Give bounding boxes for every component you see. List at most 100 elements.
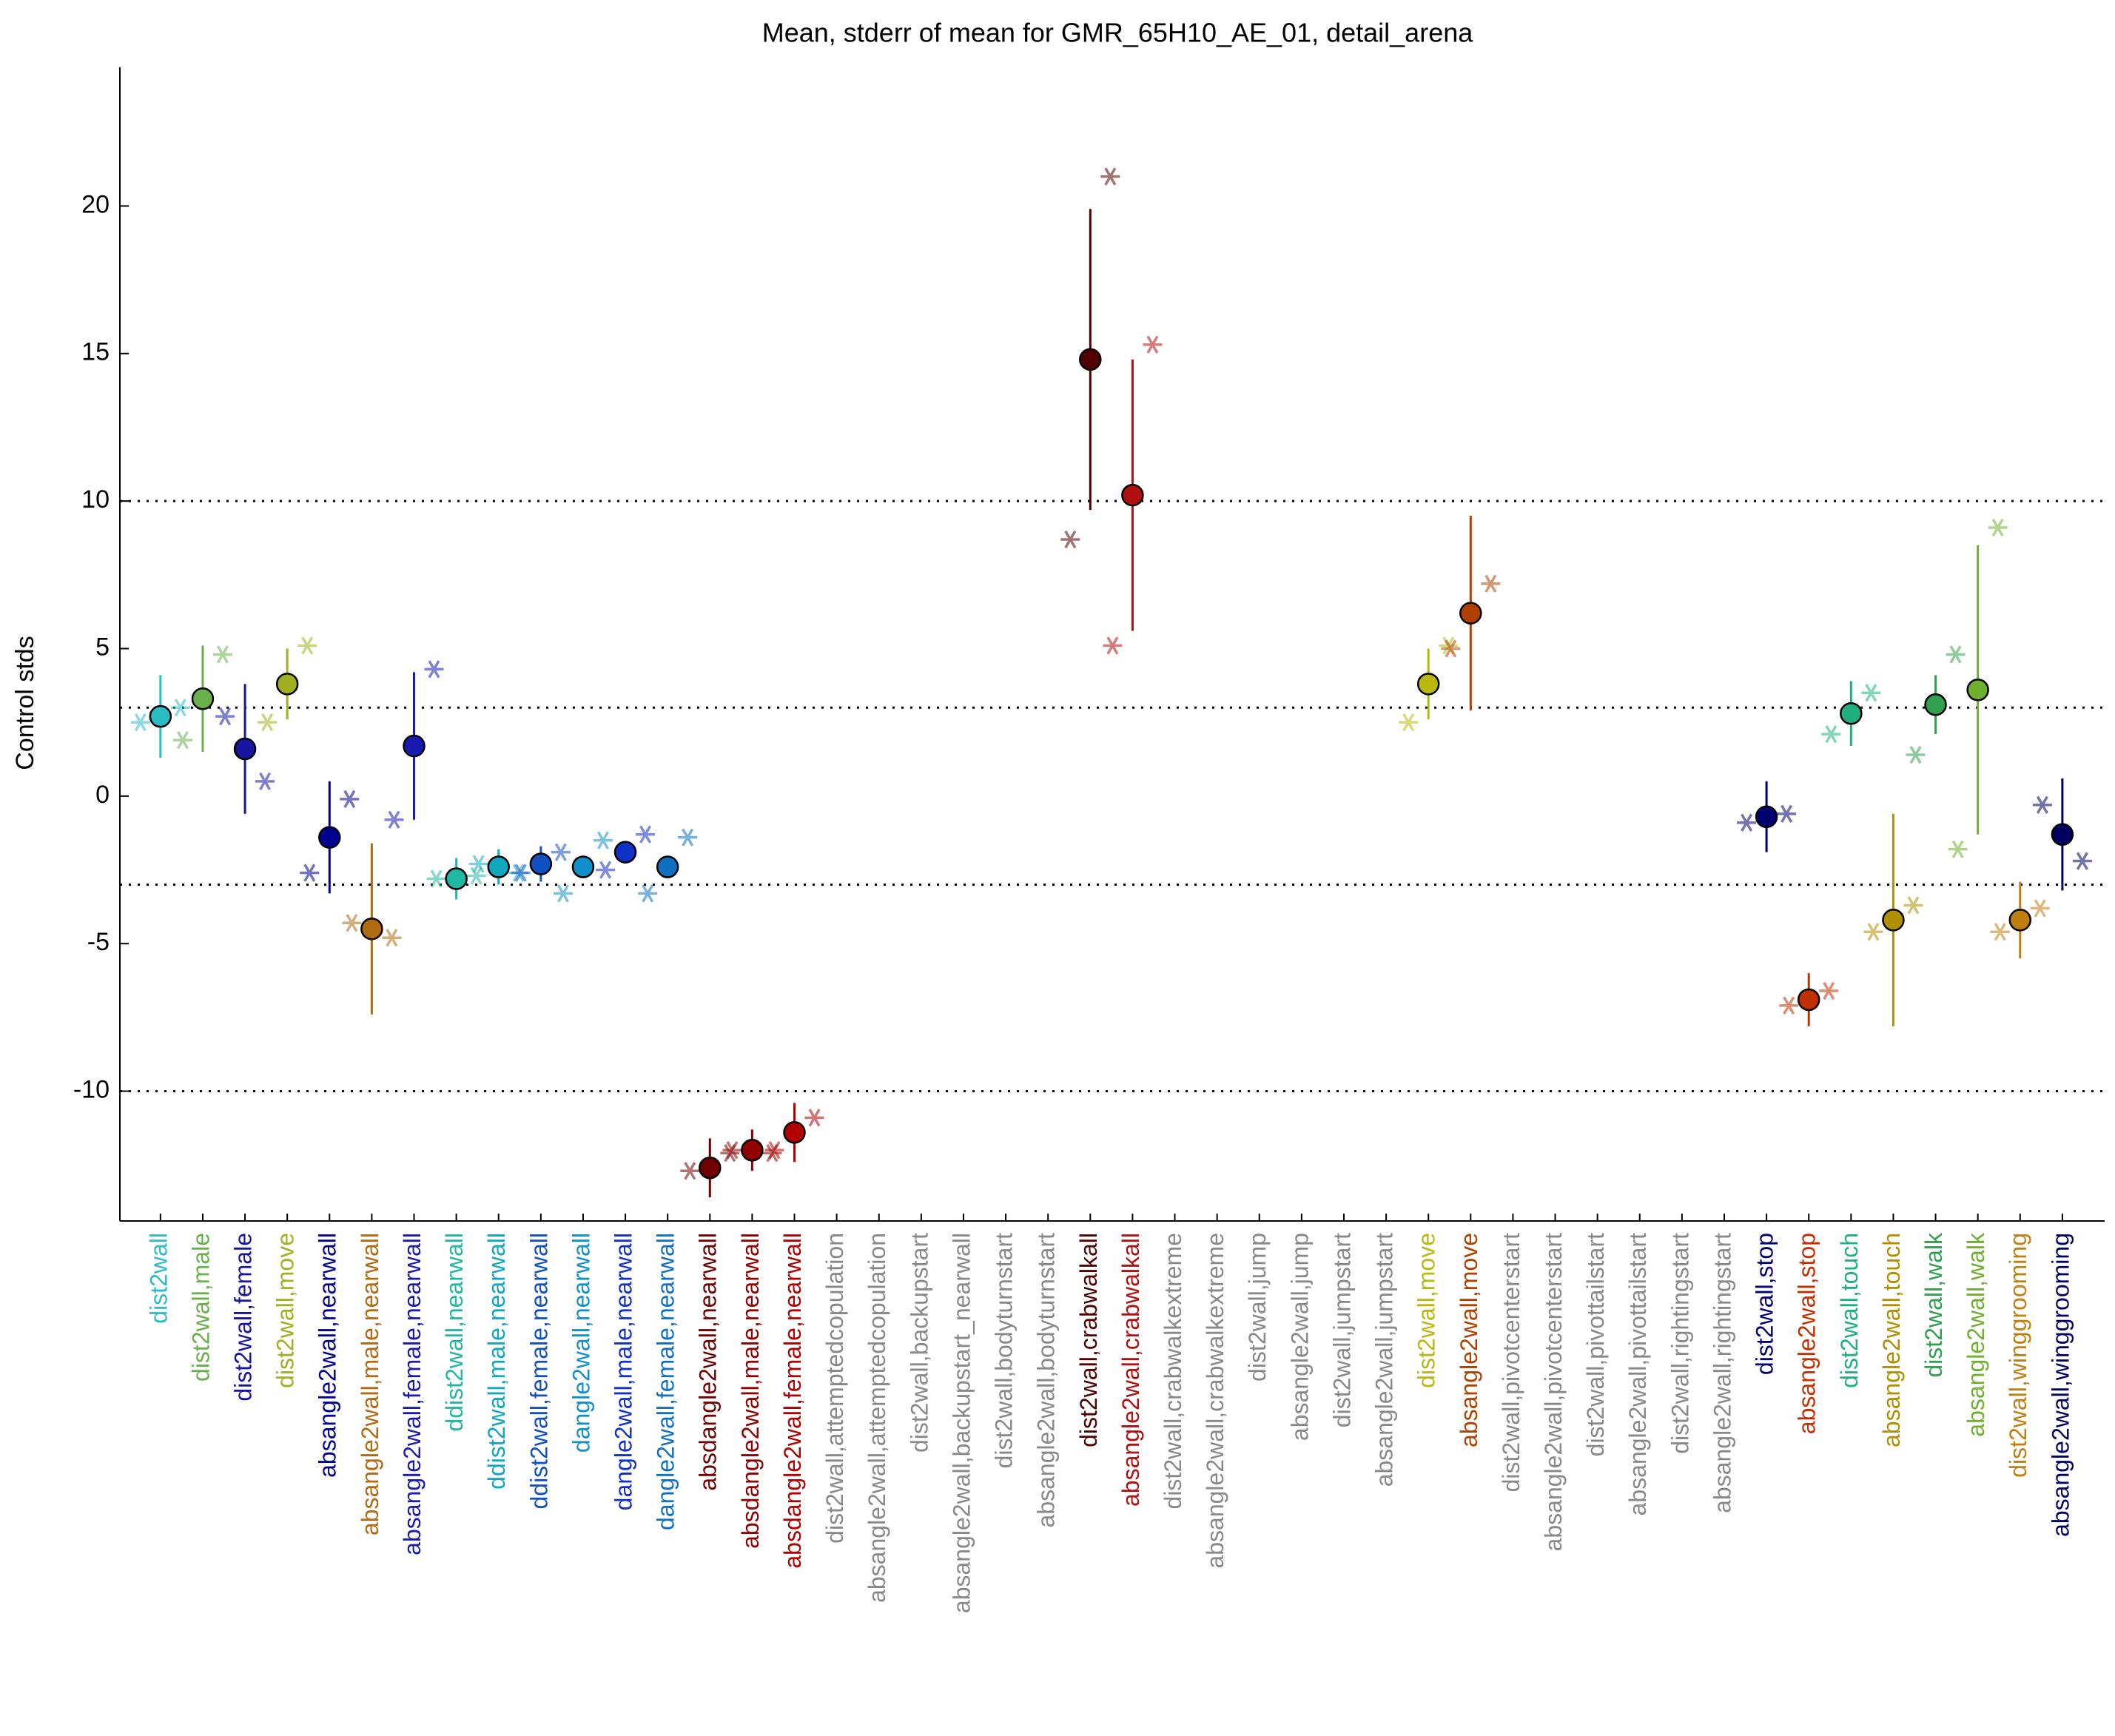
point-asterisk — [468, 855, 488, 873]
point-asterisk — [764, 1141, 784, 1160]
point-asterisk — [170, 699, 190, 717]
point-asterisk — [638, 884, 658, 903]
mean-marker — [318, 826, 341, 849]
x-tick-label: absangle2wall,winggrooming — [2047, 1233, 2074, 1537]
point-asterisk — [678, 828, 698, 847]
x-tick-label: dangle2wall,nearwall — [568, 1233, 594, 1453]
point-asterisk — [1946, 645, 1966, 664]
x-tick-label: dist2wall,jump — [1244, 1233, 1271, 1382]
x-tick-label: absangle2wall,move — [1456, 1233, 1482, 1447]
point-asterisk — [215, 707, 235, 726]
x-tick-label: dist2wall,move — [272, 1233, 299, 1388]
y-tick-label: 15 — [81, 338, 110, 366]
point-asterisk — [722, 1141, 742, 1160]
x-tick-label: absangle2wall,pivotcenterstart — [1540, 1233, 1567, 1552]
x-tick-label: dist2wall,move — [1413, 1233, 1440, 1388]
point-asterisk — [1737, 813, 1757, 832]
point-asterisk — [1399, 713, 1419, 732]
x-tick-label: dist2wall,stop — [1752, 1233, 1778, 1375]
mean-marker — [233, 737, 257, 761]
x-tick-label: absangle2wall,stop — [1794, 1233, 1820, 1434]
x-tick-label: dist2wall,rightingstart — [1667, 1233, 1693, 1454]
mean-marker — [360, 918, 383, 941]
x-tick-label: absangle2wall,walk — [1963, 1232, 1989, 1437]
point-asterisk — [130, 713, 150, 732]
point-asterisk — [1777, 804, 1797, 823]
mean-marker — [1797, 988, 1820, 1012]
point-asterisk — [593, 831, 613, 850]
x-tick-label: absangle2wall,jumpstart — [1371, 1233, 1398, 1487]
point-asterisk — [1103, 636, 1123, 655]
x-tick-label: dist2wall,touch — [1836, 1233, 1863, 1388]
y-tick-label: 10 — [81, 485, 110, 514]
x-tick-label: absdangle2wall,female,nearwall — [779, 1233, 806, 1569]
point-asterisk — [1060, 530, 1080, 549]
mean-marker — [1966, 679, 1989, 702]
x-tick-label: absangle2wall,rightingstart — [1709, 1233, 1735, 1513]
x-tick-label: absdangle2wall,nearwall — [695, 1233, 722, 1491]
x-tick-label: dist2wall,bodyturnstart — [991, 1233, 1018, 1468]
y-tick-label: 0 — [95, 781, 110, 809]
point-asterisk — [1821, 724, 1841, 744]
point-asterisk — [424, 660, 444, 679]
x-tick-label: dangle2wall,female,nearwall — [653, 1233, 679, 1530]
point-asterisk — [300, 864, 320, 882]
mean-marker — [149, 704, 172, 728]
mean-marker — [741, 1139, 764, 1162]
y-tick-label: 5 — [95, 633, 110, 661]
x-tick-label: ddist2wall,female,nearwall — [525, 1233, 552, 1510]
mean-marker — [1840, 702, 1863, 725]
mean-marker — [571, 855, 595, 878]
point-asterisk — [1779, 996, 1799, 1015]
mean-marker — [487, 855, 510, 878]
point-asterisk — [1143, 335, 1163, 354]
point-asterisk — [384, 810, 404, 829]
y-tick-label: -10 — [73, 1076, 110, 1104]
x-tick-label: absdangle2wall,male,nearwall — [737, 1233, 764, 1549]
mean-marker — [1416, 673, 1440, 696]
point-asterisk — [1481, 574, 1501, 593]
mean-marker — [1121, 483, 1144, 507]
x-tick-label: absangle2wall,attemptedcopulation — [864, 1233, 890, 1603]
point-asterisk — [258, 713, 278, 732]
mean-marker — [613, 841, 637, 864]
point-asterisk — [382, 929, 402, 947]
x-tick-label: absangle2wall,jump — [1286, 1233, 1313, 1441]
mean-marker — [529, 852, 553, 875]
x-tick-label: absangle2wall,backupstart_nearwall — [948, 1233, 975, 1613]
mean-marker — [403, 734, 426, 758]
x-tick-label: absangle2wall,crabwalkextreme — [1202, 1233, 1228, 1569]
point-asterisk — [1988, 518, 2008, 537]
mean-marker — [2008, 909, 2032, 932]
point-asterisk — [255, 772, 275, 791]
point-asterisk — [212, 645, 232, 664]
point-asterisk — [511, 864, 531, 882]
y-tick-label: 20 — [81, 190, 110, 218]
mean-marker — [191, 687, 215, 710]
point-asterisk — [426, 869, 446, 888]
y-tick-label: -5 — [87, 928, 110, 956]
point-asterisk — [636, 825, 656, 844]
point-asterisk — [1948, 840, 1968, 858]
x-tick-label: dist2wall,winggrooming — [2005, 1233, 2031, 1478]
x-tick-label: dist2wall,backupstart — [906, 1233, 932, 1453]
point-asterisk — [2032, 795, 2052, 814]
x-tick-label: dist2wall,female — [230, 1233, 257, 1402]
mean-marker — [783, 1121, 806, 1144]
chart-title: Mean, stderr of mean for GMR_65H10_AE_01… — [762, 18, 1474, 48]
x-tick-label: absangle2wall,touch — [1878, 1233, 1905, 1447]
mean-marker — [1459, 602, 1482, 625]
point-asterisk — [2030, 899, 2050, 918]
y-axis-label: Control stds — [11, 636, 39, 770]
x-tick-label: dist2wall,crabwalkextreme — [1160, 1233, 1186, 1509]
x-tick-label: absangle2wall,female,nearwall — [399, 1233, 426, 1555]
point-asterisk — [1990, 923, 2010, 941]
point-asterisk — [1100, 167, 1120, 186]
mean-marker — [699, 1156, 722, 1180]
x-tick-label: absangle2wall,bodyturnstart — [1033, 1233, 1060, 1528]
x-tick-label: ddist2wall,male,nearwall — [483, 1233, 510, 1490]
x-tick-label: absangle2wall,male,nearwall — [357, 1233, 383, 1535]
x-tick-label: dist2wall,male — [187, 1233, 214, 1382]
point-asterisk — [1861, 684, 1881, 702]
